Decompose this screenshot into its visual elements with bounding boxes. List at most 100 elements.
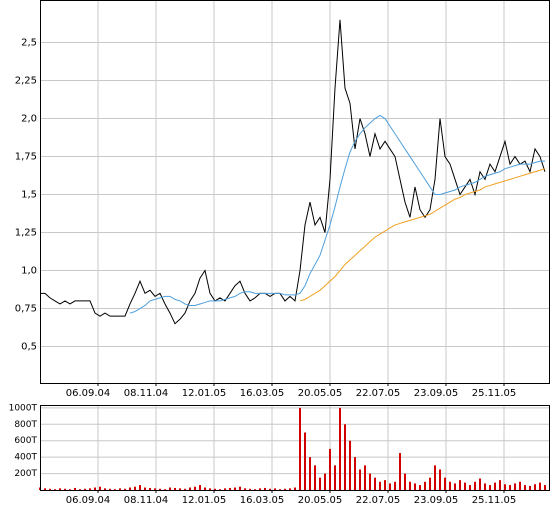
volume-bar [94, 487, 96, 490]
x-tick-label: 20.05.05 [298, 495, 343, 506]
volume-bar [514, 483, 516, 490]
volume-bar [409, 481, 411, 490]
volume-bar [149, 487, 151, 490]
volume-bar [439, 469, 441, 490]
volume-bar [254, 489, 256, 490]
volume-bar [44, 488, 46, 490]
volume-bar [394, 481, 396, 490]
y-tick-label: 0,5 [21, 342, 37, 353]
volume-bar [139, 485, 141, 490]
volume-bar [429, 477, 431, 490]
plot-area [40, 0, 550, 383]
x-tick-label: 25.11.05 [472, 495, 517, 506]
x-tick-label: 23.09.05 [414, 495, 459, 506]
volume-bar [79, 489, 81, 490]
volume-bar [454, 483, 456, 490]
volume-bar [424, 481, 426, 490]
y-tick-label: 1,25 [15, 228, 37, 239]
x-tick-label: 06.09.04 [66, 388, 111, 399]
volume-bar [339, 407, 341, 490]
volume-bar [99, 486, 101, 490]
volume-bar [244, 488, 246, 490]
volume-bar [269, 488, 271, 490]
volume-bar [279, 489, 281, 490]
y-tick-label: 2,5 [21, 38, 37, 49]
volume-bar [459, 480, 461, 490]
volume-bar [114, 489, 116, 490]
volume-bar [389, 483, 391, 490]
volume-bar [504, 484, 506, 490]
volume-bar [189, 487, 191, 490]
volume-bar [484, 483, 486, 490]
x-tick-label: 12.01.05 [182, 388, 227, 399]
volume-bar [474, 481, 476, 490]
y-tick-label: 1,75 [15, 152, 37, 163]
volume-bar [299, 407, 301, 490]
volume-bar [124, 488, 126, 490]
volume-bar [264, 487, 266, 490]
volume-bar [319, 477, 321, 490]
volume-bar [544, 485, 546, 490]
x-tick-label: 22.07.05 [356, 388, 401, 399]
volume-bar [154, 488, 156, 490]
x-tick-label: 08.11.04 [124, 388, 169, 399]
price-line [299, 168, 546, 302]
volume-bar [509, 485, 511, 490]
volume-bar [104, 488, 106, 490]
volume-bar [159, 488, 161, 490]
y-tick-label: 1,5 [21, 190, 37, 201]
volume-bar [169, 487, 171, 490]
volume-bar [109, 488, 111, 490]
y-tick-label: 400T [14, 453, 37, 463]
volume-bar [304, 432, 306, 490]
volume-bar [294, 487, 296, 490]
volume-bar [534, 484, 536, 490]
volume-bar [529, 485, 531, 490]
y-tick-label: 1,0 [21, 266, 37, 277]
y-tick-label: 200T [14, 469, 37, 479]
price-line [129, 114, 545, 314]
x-tick-label: 06.09.04 [66, 495, 111, 506]
volume-bar [489, 485, 491, 490]
x-tick-label: 20.05.05 [298, 388, 343, 399]
volume-bar [209, 488, 211, 490]
volume-bar [204, 487, 206, 490]
volume-bar [464, 482, 466, 490]
volume-bar [499, 480, 501, 490]
volume-bar [284, 488, 286, 490]
volume-bar [524, 485, 526, 490]
volume-bar [259, 488, 261, 490]
volume-bar [359, 469, 361, 490]
volume-bar [289, 488, 291, 490]
volume-bar [74, 487, 76, 490]
volume-bar [174, 487, 176, 490]
volume-bar [274, 488, 276, 490]
volume-bar [344, 424, 346, 490]
volume-bar [309, 457, 311, 490]
volume-bar [134, 486, 136, 490]
y-tick-label: 2,0 [21, 114, 37, 125]
volume-bar [54, 489, 56, 490]
y-tick-label: 600T [14, 436, 37, 446]
volume-bar [399, 453, 401, 490]
x-tick-label: 16.03.05 [240, 388, 285, 399]
volume-bar [184, 488, 186, 490]
volume-bar [144, 487, 146, 490]
y-tick-label: 1000T [9, 403, 38, 413]
volume-bar [324, 473, 326, 490]
volume-bar [419, 485, 421, 490]
volume-bar [164, 489, 166, 490]
volume-bar [479, 478, 481, 490]
volume-bar [199, 485, 201, 490]
volume-bar [449, 481, 451, 490]
y-tick-label: 2,25 [15, 76, 37, 87]
x-tick-label: 12.01.05 [182, 495, 227, 506]
volume-bar [369, 473, 371, 490]
x-tick-label: 08.11.04 [124, 495, 169, 506]
volume-bar [329, 448, 331, 490]
volume-bar [354, 457, 356, 490]
volume-bar [84, 488, 86, 490]
volume-bar [49, 488, 51, 490]
volume-bar [379, 481, 381, 490]
